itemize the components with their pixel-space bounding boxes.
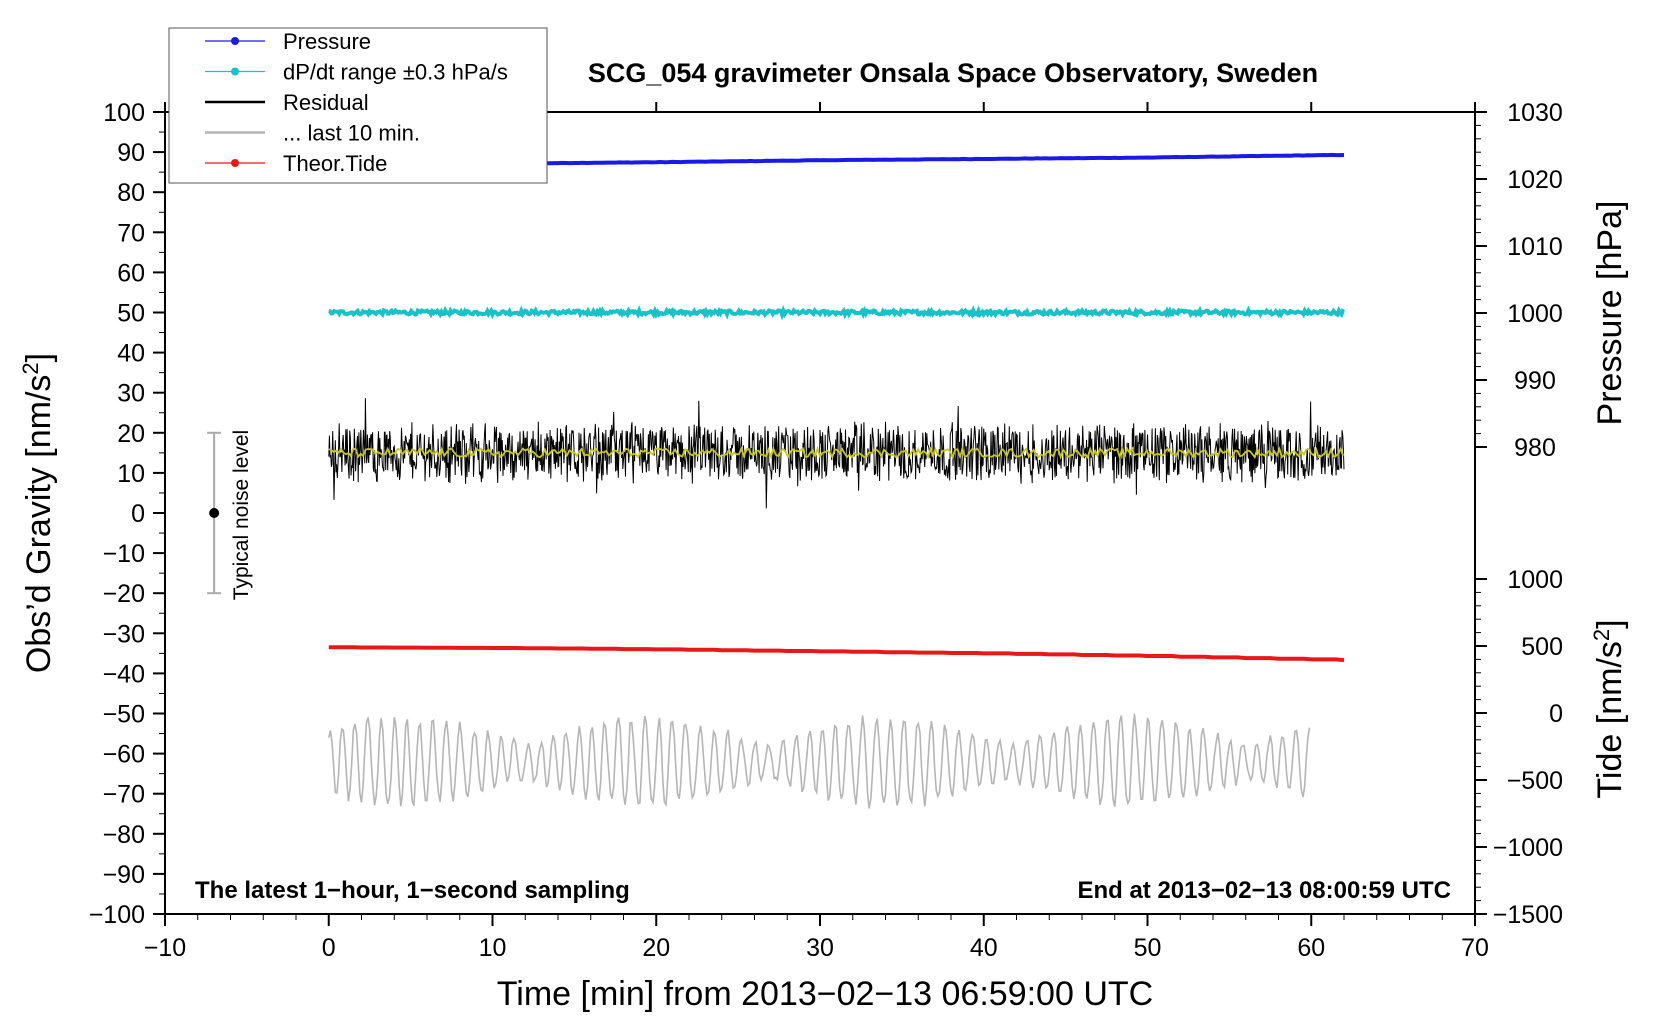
pressure-tick-label: 1000 <box>1507 300 1563 328</box>
pressure-tick-label: 1030 <box>1507 99 1563 127</box>
pressure-tick-label: 980 <box>1514 434 1556 462</box>
y-left-tick-label: 90 <box>117 139 145 167</box>
y-left-tick-label: −90 <box>103 861 145 889</box>
y-left-tick-label: 60 <box>117 259 145 287</box>
legend-marker <box>231 159 239 167</box>
x-tick-label: 70 <box>1461 934 1489 962</box>
tide-tick-label: 500 <box>1521 633 1563 661</box>
legend: Pressure dP/dt range ±0.3 hPa/s Residual..… <box>168 27 548 184</box>
legend-label: ... last 10 min. <box>283 121 420 146</box>
y-left-tick-label: −60 <box>103 741 145 769</box>
x-axis-title: Time [min] from 2013−02−13 06:59:00 UTC <box>497 975 1153 1013</box>
dpdt-line <box>328 304 1346 321</box>
legend-label: Pressure <box>283 29 371 54</box>
residual-smoothed-line <box>328 445 1345 461</box>
residual-line <box>328 398 1345 509</box>
noise-bar-group: Typical noise level <box>207 430 253 600</box>
legend-label: Residual <box>283 90 369 115</box>
noise-label: Typical noise level <box>230 430 253 600</box>
x-tick-label: 10 <box>479 934 507 962</box>
y-left-tick-label: −40 <box>103 660 145 688</box>
pressure-axis-title: Pressure [hPa] <box>1591 201 1629 426</box>
legend-marker <box>231 37 239 45</box>
series-layer <box>328 152 1346 809</box>
annotation-left: The latest 1−hour, 1−second sampling <box>195 877 630 904</box>
tide-tick-label: 0 <box>1549 700 1563 728</box>
legend-box <box>168 27 548 184</box>
y-left-tick-label: 20 <box>117 420 145 448</box>
legend-label: dP/dt range ±0.3 hPa/s <box>283 60 508 85</box>
tide-tick-label: −1500 <box>1493 901 1563 929</box>
y-left-tick-label: 40 <box>117 340 145 368</box>
x-axis-ticks: −10 0 10 20 30 40 50 60 70 <box>144 102 1489 962</box>
last-10-min-line <box>328 713 1311 809</box>
y-left-tick-label: −30 <box>103 620 145 648</box>
y-left-tick-label: −80 <box>103 821 145 849</box>
x-tick-label: 40 <box>970 934 998 962</box>
tide-tick-label: −1000 <box>1493 834 1563 862</box>
x-tick-label: 60 <box>1297 934 1325 962</box>
legend-marker <box>231 67 239 76</box>
plot-frame <box>164 111 1476 915</box>
y-left-tick-label: −50 <box>103 701 145 729</box>
noise-bar-center-dot <box>209 508 220 518</box>
noise-bar <box>207 431 222 595</box>
x-tick-label: 20 <box>642 934 670 962</box>
y-left-axis-ticks: 1009080706050403020100−10−20−30−40−50−60… <box>89 99 165 929</box>
x-tick-label: 50 <box>1134 934 1162 962</box>
annotation-right: End at 2013−02−13 08:00:59 UTC <box>1077 877 1451 904</box>
tide-axis-ticks: 1000 500 0 −500 −1000 −1500 <box>1475 566 1563 929</box>
legend-entries: Pressure dP/dt range ±0.3 hPa/s Residual..… <box>205 29 508 176</box>
legend-label: Theor.Tide <box>283 151 387 176</box>
y-left-tick-label: 10 <box>117 460 145 488</box>
chart-title: SCG_054 gravimeter Onsala Space Observat… <box>588 58 1318 88</box>
y-left-tick-label: 50 <box>117 300 145 328</box>
tide-tick-label: −500 <box>1507 767 1563 795</box>
x-tick-label: 30 <box>806 934 834 962</box>
x-tick-label: −10 <box>144 934 186 962</box>
tide-tick-label: 1000 <box>1507 566 1563 594</box>
tide-axis-title: Tide [nm/s2] <box>1589 619 1630 798</box>
y-left-axis-title: Obs’d Gravity [nm/s2] <box>18 353 59 673</box>
y-left-tick-label: −100 <box>89 901 145 929</box>
y-left-tick-label: 30 <box>117 380 145 408</box>
y-left-tick-label: −70 <box>103 781 145 809</box>
y-left-tick-label: −20 <box>103 580 145 608</box>
y-left-tick-label: 70 <box>117 219 145 247</box>
y-left-tick-label: 80 <box>117 179 145 207</box>
pressure-tick-label: 1010 <box>1507 233 1563 261</box>
tide-line <box>328 645 1345 663</box>
x-tick-label: 0 <box>322 934 336 962</box>
y-left-tick-label: 0 <box>131 500 145 528</box>
pressure-tick-label: 990 <box>1514 367 1556 395</box>
pressure-tick-label: 1020 <box>1507 166 1563 194</box>
y-left-tick-label: 100 <box>103 99 145 127</box>
pressure-axis-ticks: 1030 1020 1010 1000 990 980 <box>1475 99 1563 462</box>
y-left-tick-label: −10 <box>103 540 145 568</box>
